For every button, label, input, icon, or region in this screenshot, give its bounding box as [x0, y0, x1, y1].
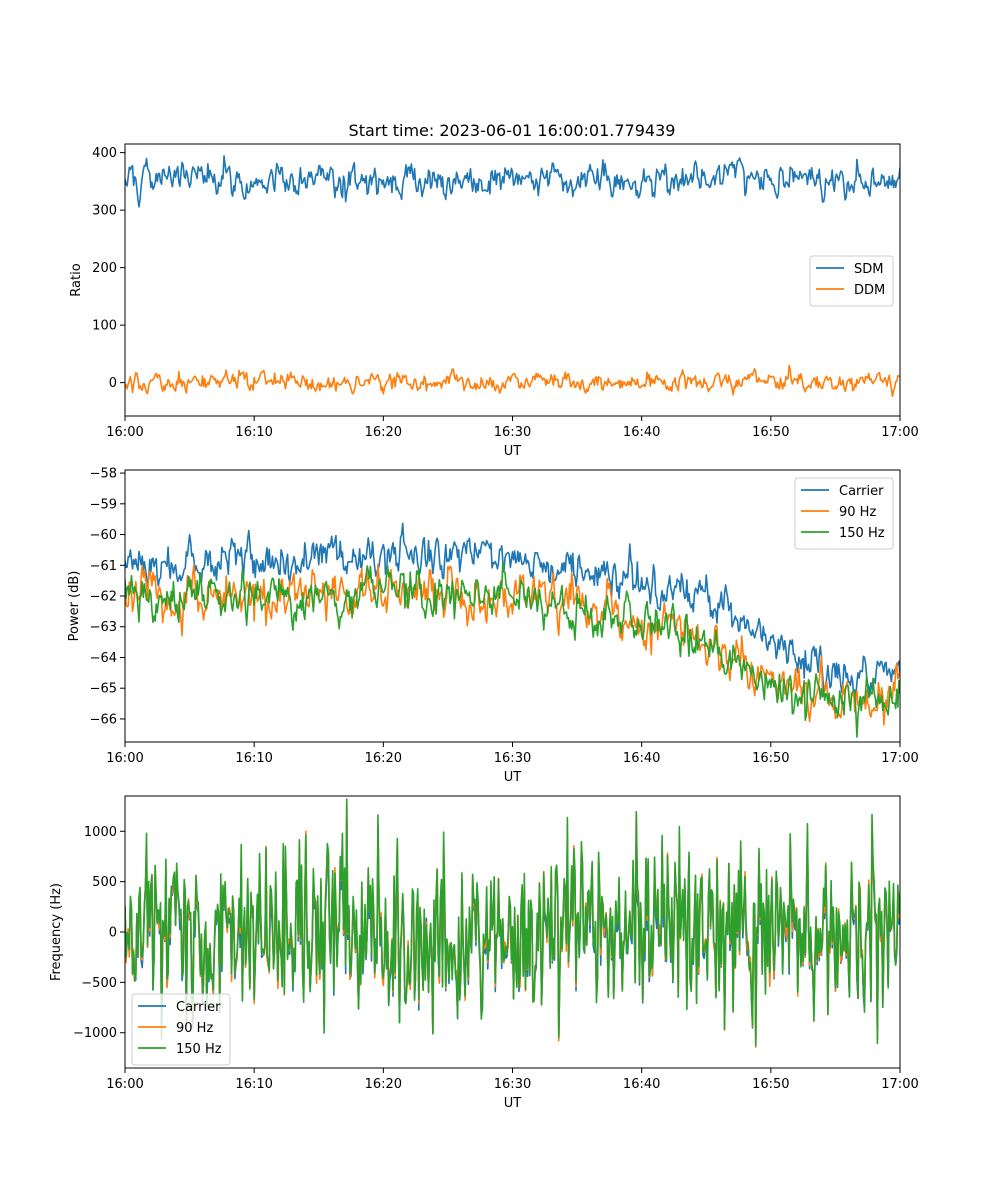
legend-entry: Carrier [839, 484, 884, 499]
y-tick-label: −60 [90, 528, 117, 543]
y-tick-label: 500 [92, 875, 117, 890]
y-tick-label: 300 [92, 204, 117, 219]
x-tick-label: 16:30 [494, 751, 531, 766]
x-tick-label: 16:20 [365, 751, 402, 766]
x-tick-label: 16:00 [106, 1077, 143, 1092]
y-tick-label: 100 [92, 319, 117, 334]
legend-entry: 150 Hz [176, 1042, 222, 1057]
x-tick-label: 16:40 [623, 425, 660, 440]
y-tick-label: −1000 [73, 1026, 117, 1041]
subplots: 16:00 16:10 16:20 16:30 16:40 16:50 17:00 0 100 2… [49, 143, 919, 1111]
x-tick-label: 16:50 [752, 751, 789, 766]
x-tick-label: 16:50 [752, 425, 789, 440]
figure-title: Start time: 2023-06-01 16:00:01.779439 [349, 121, 676, 140]
x-tick-label: 16:00 [106, 425, 143, 440]
legend: Carrier 90 Hz 150 Hz [131, 993, 231, 1066]
x-tick-label: 16:40 [623, 751, 660, 766]
x-tick-label: 17:00 [881, 425, 918, 440]
plot-area-2 [125, 522, 900, 738]
series-line-sdm [125, 155, 900, 208]
y-tick-label: 0 [109, 376, 117, 391]
y-tick-label: −65 [90, 682, 117, 697]
legend-entry: 90 Hz [176, 1021, 213, 1036]
legend-entry: DDM [854, 283, 885, 298]
legend: SDM DDM [809, 255, 894, 307]
y-axis-label: Frequency (Hz) [49, 883, 64, 981]
x-axis-label: UT [504, 1096, 522, 1111]
legend-entry: 90 Hz [839, 505, 876, 520]
y-tick-label: −500 [81, 976, 117, 991]
subplot-1: 16:00 16:10 16:20 16:30 16:40 16:50 17:00 0 100 2… [69, 143, 919, 459]
x-axis-label: UT [504, 770, 522, 785]
series-line-150-hz [125, 561, 900, 738]
series-line-ddm [125, 364, 900, 398]
y-tick-label: −62 [90, 590, 117, 605]
series-line-150-hz [125, 798, 900, 1047]
y-axis-label: Ratio [69, 263, 84, 296]
x-tick-label: 16:40 [623, 1077, 660, 1092]
subplot-3: 16:00 16:10 16:20 16:30 16:40 16:50 17:00 1000 5… [49, 795, 919, 1111]
y-axis-label: Power (dB) [67, 571, 82, 642]
x-tick-label: 16:10 [235, 751, 272, 766]
x-tick-label: 16:50 [752, 1077, 789, 1092]
x-tick-label: 16:30 [494, 1077, 531, 1092]
y-tick-label: −66 [90, 712, 117, 727]
legend-entry: 150 Hz [839, 526, 885, 541]
legend: Carrier 90 Hz 150 Hz [794, 477, 894, 550]
y-tick-label: −58 [90, 467, 117, 482]
y-tick-label: −59 [90, 497, 117, 512]
y-tick-label: −61 [90, 559, 117, 574]
x-axis-label: UT [504, 444, 522, 459]
legend-entry: SDM [854, 262, 883, 277]
y-tick-label: 0 [109, 926, 117, 941]
y-tick-label: −64 [90, 651, 117, 666]
y-tick-label: 400 [92, 146, 117, 161]
y-tick-label: −63 [90, 620, 117, 635]
x-tick-label: 16:30 [494, 425, 531, 440]
x-tick-label: 17:00 [881, 1077, 918, 1092]
y-tick-label: 200 [92, 261, 117, 276]
subplot-2: 16:00 16:10 16:20 16:30 16:40 16:50 17:00 −58 −5… [67, 467, 919, 785]
series-line-carrier [125, 522, 900, 698]
series-line-90-hz [125, 563, 900, 726]
x-tick-label: 16:00 [106, 751, 143, 766]
x-tick-label: 17:00 [881, 751, 918, 766]
x-tick-label: 16:20 [365, 1077, 402, 1092]
x-tick-label: 16:10 [235, 425, 272, 440]
x-tick-label: 16:20 [365, 425, 402, 440]
legend-entry: Carrier [176, 1000, 221, 1015]
plot-area-1 [125, 155, 900, 398]
y-tick-label: 1000 [84, 825, 117, 840]
x-tick-label: 16:10 [235, 1077, 272, 1092]
plot-area-3 [125, 798, 900, 1048]
